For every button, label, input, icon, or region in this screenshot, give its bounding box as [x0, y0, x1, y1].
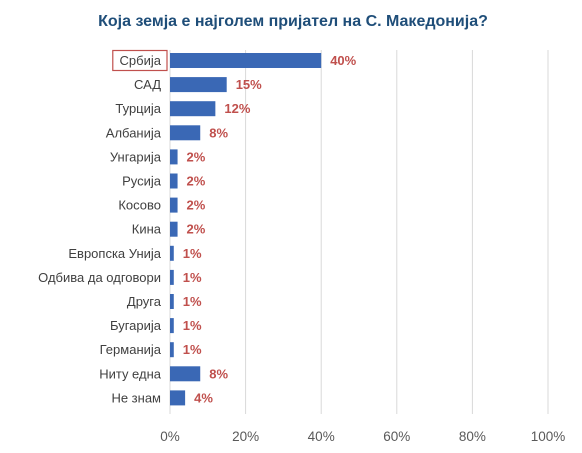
x-tick-label: 20% — [232, 429, 259, 444]
data-label: 2% — [187, 149, 206, 164]
category-label: САД — [134, 77, 161, 92]
data-label: 4% — [194, 390, 213, 405]
bar — [170, 342, 174, 358]
data-label: 2% — [187, 198, 206, 213]
data-label: 8% — [209, 366, 228, 381]
category-label: Кина — [132, 222, 162, 237]
data-label: 40% — [330, 53, 356, 68]
bars — [170, 53, 322, 406]
category-label: Ниту една — [99, 366, 162, 381]
category-label: Турција — [115, 101, 161, 116]
bar — [170, 294, 174, 309]
category-label: Унгарија — [110, 149, 162, 164]
bar — [170, 125, 201, 141]
chart-title: Која земја е најголем пријател на С. Мак… — [98, 13, 488, 30]
bar — [170, 149, 178, 165]
x-tick-label: 0% — [160, 429, 180, 444]
data-label: 2% — [187, 174, 206, 189]
category-label: Косово — [118, 198, 161, 213]
data-label: 1% — [183, 342, 202, 357]
data-label: 1% — [183, 294, 202, 309]
data-label: 1% — [183, 318, 202, 333]
data-label: 15% — [236, 77, 262, 92]
data-label: 12% — [224, 101, 250, 116]
bar — [170, 53, 322, 68]
category-label: Германија — [100, 342, 162, 357]
category-label: Русија — [122, 174, 162, 189]
bar — [170, 366, 201, 382]
category-label: Бугарија — [110, 318, 162, 333]
bar — [170, 173, 178, 189]
data-labels: 40%15%12%8%2%2%2%2%1%1%1%1%1%8%4% — [183, 53, 357, 405]
bar — [170, 390, 186, 406]
data-label: 1% — [183, 270, 202, 285]
bar — [170, 269, 174, 285]
bar — [170, 77, 227, 93]
category-label: Албанија — [106, 125, 162, 140]
data-label: 2% — [187, 222, 206, 237]
data-label: 1% — [183, 246, 202, 261]
data-label: 8% — [209, 125, 228, 140]
x-axis-ticks: 0% 20% 40% 60% 80% 100% — [160, 429, 565, 444]
category-labels: Србија САД Турција Албанија Унгарија Русија Ко… — [38, 49, 168, 405]
x-tick-label: 80% — [459, 429, 486, 444]
category-label: Србија — [120, 53, 162, 68]
x-tick-label: 60% — [383, 429, 410, 444]
highlight-box — [112, 49, 168, 72]
bar — [170, 221, 178, 237]
category-label: Одбива да одговори — [38, 270, 161, 285]
x-tick-label: 40% — [308, 429, 335, 444]
x-tick-label: 100% — [531, 429, 566, 444]
category-label: Европска Унија — [68, 246, 161, 261]
bar — [170, 318, 174, 334]
bar — [170, 101, 216, 117]
category-label: Друга — [127, 294, 162, 309]
bar — [170, 245, 174, 261]
bar — [170, 197, 178, 213]
category-label: Не знам — [111, 390, 161, 405]
